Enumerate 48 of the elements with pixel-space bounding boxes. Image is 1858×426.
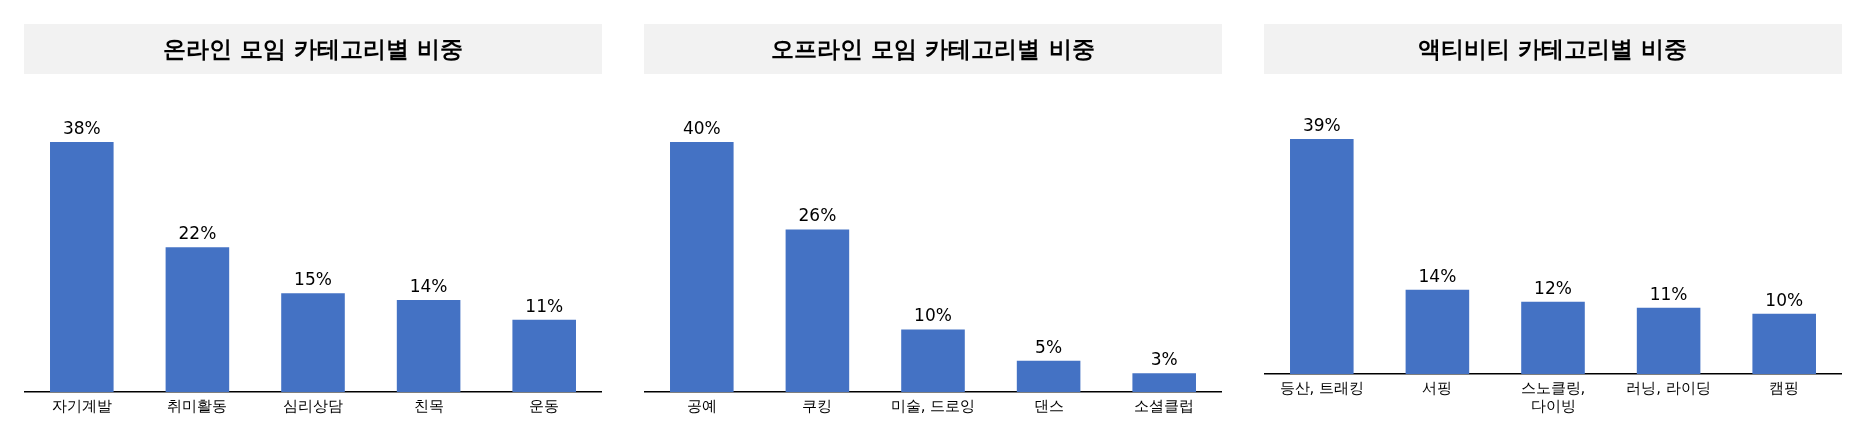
x-tick-label: 러닝, 라이딩 bbox=[1626, 378, 1711, 397]
data-label: 15% bbox=[294, 269, 332, 290]
bar bbox=[1132, 373, 1196, 392]
bar bbox=[396, 299, 461, 392]
bar bbox=[1405, 289, 1470, 374]
bar bbox=[1016, 360, 1081, 392]
x-tick-label: 취미활동 bbox=[167, 396, 228, 415]
x-tick-label: 스노클링, 다이빙 bbox=[1520, 378, 1586, 415]
bar bbox=[50, 142, 114, 392]
data-label: 12% bbox=[1534, 277, 1572, 298]
bar bbox=[1636, 307, 1701, 374]
bar bbox=[512, 319, 576, 392]
x-tick-label: 캠핑 bbox=[1769, 378, 1800, 397]
x-tick-label: 친목 bbox=[413, 396, 444, 415]
data-label: 11% bbox=[1649, 283, 1688, 304]
data-label: 3% bbox=[1150, 349, 1178, 370]
bar bbox=[1290, 139, 1354, 374]
x-tick-label: 심리상담 bbox=[283, 396, 343, 415]
bar bbox=[901, 329, 965, 392]
bar bbox=[785, 229, 850, 392]
data-label: 14% bbox=[1418, 265, 1457, 286]
bar bbox=[1752, 313, 1816, 374]
bar bbox=[670, 142, 734, 392]
data-label: 5% bbox=[1035, 336, 1063, 357]
data-label: 11% bbox=[525, 295, 564, 316]
x-tick-label: 자기계발 bbox=[51, 396, 112, 415]
data-label: 22% bbox=[178, 223, 217, 244]
chart-title: 액티비티 카테고리별 비중 bbox=[1264, 24, 1842, 74]
x-tick-label: 서핑 bbox=[1422, 378, 1453, 397]
bar bbox=[281, 293, 345, 392]
x-tick-label: 댄스 bbox=[1033, 396, 1064, 415]
data-label: 10% bbox=[914, 305, 952, 326]
data-label: 39% bbox=[1302, 114, 1341, 135]
chart-title: 오프라인 모임 카테고리별 비중 bbox=[644, 24, 1222, 74]
data-label: 26% bbox=[798, 205, 837, 226]
x-tick-label: 공예 bbox=[686, 396, 717, 415]
bar bbox=[1521, 301, 1585, 374]
x-tick-label: 소셜클럽 bbox=[1134, 396, 1195, 415]
x-tick-label: 미술, 드로잉 bbox=[890, 396, 976, 415]
data-label: 40% bbox=[682, 117, 721, 138]
data-label: 14% bbox=[409, 275, 448, 296]
data-label: 38% bbox=[62, 117, 101, 138]
x-tick-label: 등산, 트래킹 bbox=[1279, 378, 1365, 397]
chart-title: 온라인 모임 카테고리별 비중 bbox=[24, 24, 602, 74]
data-label: 10% bbox=[1765, 289, 1804, 310]
bar bbox=[165, 247, 230, 392]
x-tick-label: 쿠킹 bbox=[802, 396, 833, 415]
x-tick-label: 운동 bbox=[529, 396, 560, 415]
